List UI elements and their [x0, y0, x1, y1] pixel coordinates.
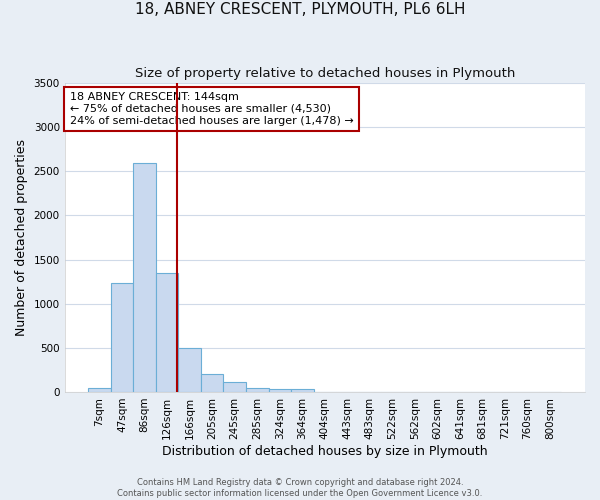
Bar — [133, 164, 156, 392]
Bar — [88, 388, 111, 392]
Bar — [291, 390, 314, 392]
Bar — [269, 390, 291, 392]
Bar — [178, 348, 201, 392]
Bar — [223, 382, 246, 392]
Text: Contains HM Land Registry data © Crown copyright and database right 2024.
Contai: Contains HM Land Registry data © Crown c… — [118, 478, 482, 498]
Bar — [156, 273, 178, 392]
Bar — [111, 284, 133, 392]
X-axis label: Distribution of detached houses by size in Plymouth: Distribution of detached houses by size … — [162, 444, 488, 458]
Bar — [246, 388, 269, 392]
Title: Size of property relative to detached houses in Plymouth: Size of property relative to detached ho… — [134, 68, 515, 80]
Text: 18 ABNEY CRESCENT: 144sqm
← 75% of detached houses are smaller (4,530)
24% of se: 18 ABNEY CRESCENT: 144sqm ← 75% of detac… — [70, 92, 353, 126]
Bar — [201, 374, 223, 392]
Y-axis label: Number of detached properties: Number of detached properties — [15, 139, 28, 336]
Text: 18, ABNEY CRESCENT, PLYMOUTH, PL6 6LH: 18, ABNEY CRESCENT, PLYMOUTH, PL6 6LH — [135, 2, 465, 18]
